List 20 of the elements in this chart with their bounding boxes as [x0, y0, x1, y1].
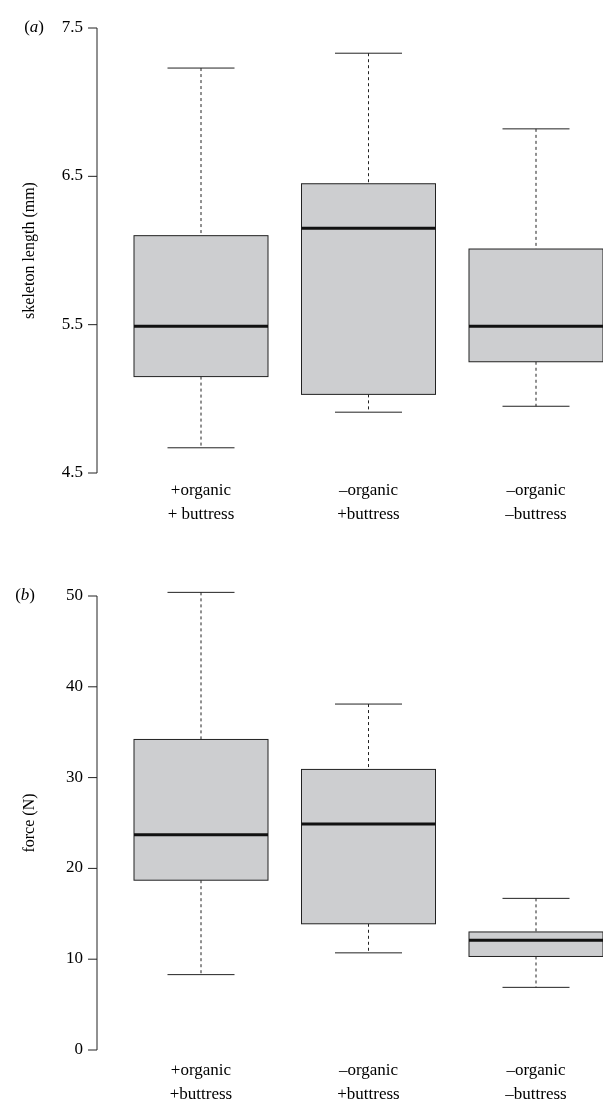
y-tick-label: 50: [66, 584, 83, 604]
x-tick-label: +organic + buttress: [167, 480, 235, 523]
x-tick-label: –organic +buttress: [337, 1060, 400, 1103]
y-tick-label: 10: [66, 948, 83, 968]
y-tick-label: 30: [66, 766, 83, 786]
x-tick-label: –organic –buttress: [504, 1060, 567, 1103]
y-tick-label: 40: [66, 675, 83, 695]
y-axis-title: skeleton length (mm): [19, 182, 38, 319]
chart-title: (a): [24, 16, 44, 36]
y-tick-label: 6.5: [61, 165, 83, 185]
y-tick-label: 5.5: [61, 313, 83, 333]
chart-title: (b): [15, 584, 35, 604]
y-tick-label: 0: [74, 1038, 83, 1058]
y-tick-label: 7.5: [61, 16, 83, 36]
y-tick-label: 20: [66, 857, 83, 877]
x-tick-label: +organic +buttress: [169, 1060, 233, 1103]
y-tick-label: 4.5: [61, 461, 83, 481]
y-axis-title: force (N): [19, 793, 38, 853]
x-tick-label: –organic +buttress: [337, 480, 400, 523]
x-tick-label: –organic –buttress: [504, 480, 567, 523]
